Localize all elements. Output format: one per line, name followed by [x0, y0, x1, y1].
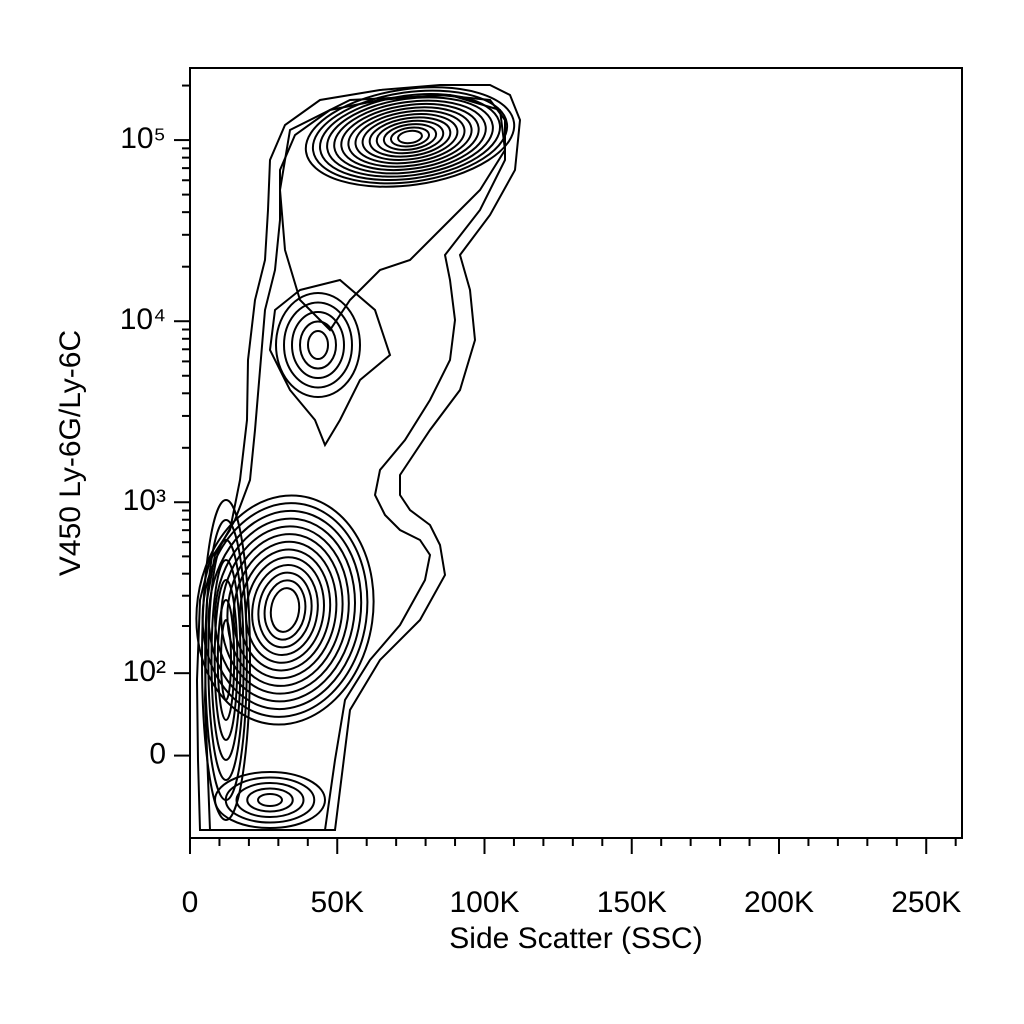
- contour: [224, 776, 316, 824]
- contour: [257, 571, 313, 649]
- contour: [397, 129, 423, 145]
- x-tick-label: 150K: [597, 886, 667, 919]
- contour: [214, 771, 326, 829]
- contour: [257, 793, 283, 807]
- contour: [246, 787, 294, 813]
- contour: [361, 113, 459, 161]
- y-tick-label: 10²: [123, 655, 166, 688]
- y-tick-label: 0: [149, 738, 166, 771]
- contour: [354, 109, 466, 165]
- x-tick-label: 100K: [449, 886, 519, 919]
- contour: [389, 126, 431, 148]
- contour: [291, 311, 345, 379]
- contour: [269, 587, 301, 633]
- x-tick-label: 250K: [891, 886, 961, 919]
- contour: [203, 93, 506, 831]
- contour: [245, 556, 325, 664]
- y-tick-label: 10³: [123, 484, 166, 517]
- contour: [214, 517, 356, 703]
- contour: [251, 563, 319, 657]
- contour: [326, 96, 494, 178]
- x-tick-label: 0: [182, 886, 199, 919]
- contour: [299, 320, 337, 370]
- contour: [238, 548, 332, 672]
- contour: [368, 116, 452, 158]
- contour: [220, 619, 232, 701]
- contour: [347, 106, 473, 168]
- contour: [275, 292, 361, 398]
- y-tick-label: 10⁵: [120, 122, 166, 155]
- contour: [311, 89, 509, 185]
- contour-plot: [195, 84, 522, 831]
- contour: [283, 301, 353, 389]
- contour: [195, 494, 375, 726]
- x-tick-label: 50K: [311, 886, 364, 919]
- contour: [333, 99, 487, 175]
- contour: [235, 782, 305, 818]
- contour: [201, 499, 251, 821]
- contour: [375, 119, 445, 155]
- contour: [216, 599, 236, 721]
- contour: [278, 93, 507, 332]
- x-tick-label: 200K: [744, 886, 814, 919]
- contour: [307, 330, 329, 360]
- contour: [304, 86, 516, 188]
- y-tick-label: 10⁴: [120, 303, 166, 336]
- contour: [340, 103, 480, 171]
- contour: [195, 84, 522, 831]
- y-axis-label: V450 Ly-6G/Ly-6C: [54, 330, 87, 576]
- contour: [210, 559, 242, 761]
- contour: [207, 539, 245, 781]
- contour: [213, 579, 239, 741]
- x-axis-label: Side Scatter (SSC): [449, 922, 702, 955]
- contour: [263, 579, 307, 641]
- contour: [268, 278, 392, 448]
- contour: [220, 525, 350, 695]
- plot-frame: [189, 67, 963, 839]
- contour: [319, 92, 501, 182]
- contour: [382, 123, 438, 151]
